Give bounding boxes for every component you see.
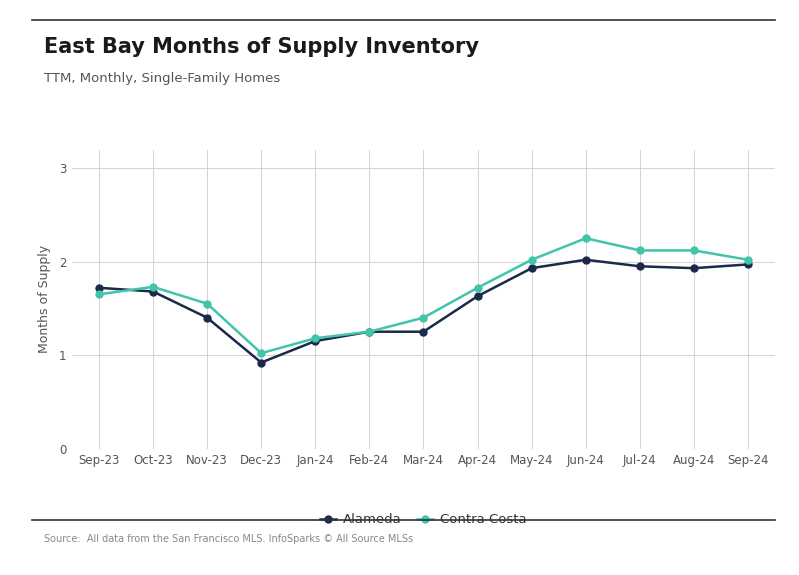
Text: Source:  All data from the San Francisco MLS. InfoSparks © All Source MLSs: Source: All data from the San Francisco … xyxy=(44,534,413,543)
Text: East Bay Months of Supply Inventory: East Bay Months of Supply Inventory xyxy=(44,37,479,58)
Legend: Alameda, Contra Costa: Alameda, Contra Costa xyxy=(315,508,532,532)
Y-axis label: Months of Supply: Months of Supply xyxy=(38,245,50,353)
Text: TTM, Monthly, Single-Family Homes: TTM, Monthly, Single-Family Homes xyxy=(44,72,280,85)
